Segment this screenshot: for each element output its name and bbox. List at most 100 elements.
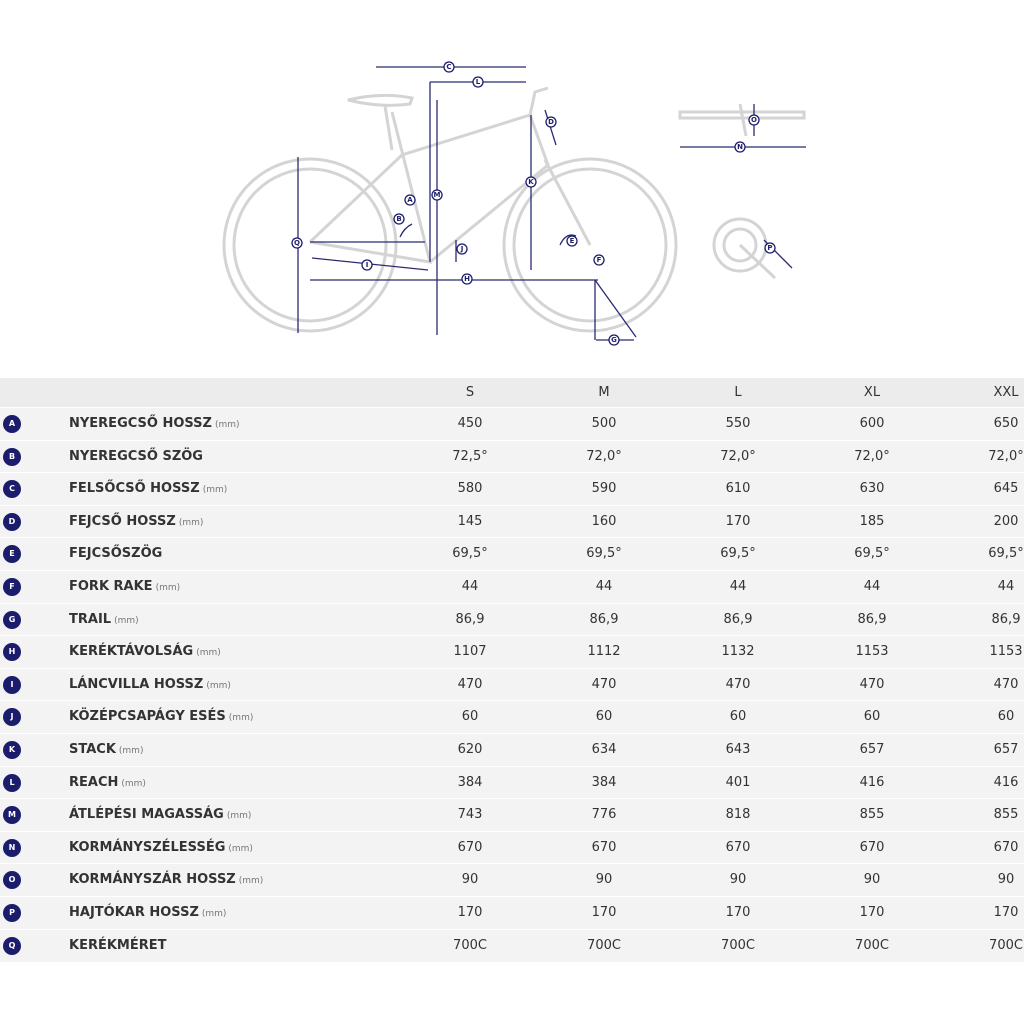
table-row: F FORK RAKE (mm) 44 44 44 44 44 — [0, 570, 1024, 603]
row-value: 1112 — [587, 644, 621, 660]
dimension-label: I — [366, 261, 369, 269]
row-unit: (mm) — [228, 713, 254, 724]
row-name-text: KERÉKTÁVOLSÁG — [69, 644, 194, 660]
row-value: 580 — [457, 481, 483, 497]
row-value: 69,5° — [452, 546, 488, 562]
row-value: 670 — [457, 839, 483, 855]
row-name: KERÉKTÁVOLSÁG (mm) — [69, 636, 221, 668]
row-value: 700C — [855, 937, 889, 953]
row-value: 185 — [859, 513, 885, 529]
table-row: H KERÉKTÁVOLSÁG (mm) 1107 1112 1132 1153 1153 — [0, 635, 1024, 668]
table-row: A NYEREGCSŐ HOSSZ (mm) 450 500 550 600 650 — [0, 407, 1024, 440]
row-value: 657 — [993, 742, 1019, 757]
row-unit: (mm) — [121, 778, 146, 789]
row-value: 670 — [725, 839, 751, 855]
dimension-label: L — [476, 78, 481, 86]
table-row: K STACK (mm) 620 634 643 657 657 — [0, 733, 1024, 766]
dimension-label: F — [597, 256, 602, 264]
row-name: FELSŐCSŐ HOSSZ (mm) — [69, 473, 227, 505]
row-value: 634 — [591, 742, 617, 757]
row-name-text: KORMÁNYSZÁR HOSSZ — [69, 872, 236, 888]
label-badge — [525, 176, 537, 188]
label-badge — [545, 116, 557, 128]
row-value: 1107 — [453, 644, 487, 660]
row-name: STACK (mm) — [69, 734, 143, 766]
dimension-label: Q — [294, 239, 300, 247]
table-row: M ÁTLÉPÉSI MAGASSÁG (mm) 743 776 818 855 855 — [0, 798, 1024, 831]
table-row: I LÁNCVILLA HOSSZ (mm) 470 470 470 470 470 — [0, 667, 1024, 701]
table-row: G TRAIL (mm) 86,9 86,9 86,9 86,9 86,9 — [0, 602, 1024, 636]
row-value: 170 — [993, 905, 1019, 920]
dimension-label: A — [407, 196, 413, 204]
row-key-badge: G — [3, 610, 21, 629]
column-header: S — [465, 385, 475, 400]
dimension-label: O — [751, 116, 757, 124]
row-value: 72,0° — [854, 448, 890, 464]
row-key-badge: B — [3, 447, 21, 466]
dimension-label: E — [570, 237, 575, 245]
row-name: REACH (mm) — [69, 767, 146, 799]
row-value: 1153 — [989, 644, 1023, 660]
row-name: HAJTÓKAR HOSSZ (mm) — [69, 897, 226, 929]
row-value: 60 — [729, 709, 747, 725]
row-name-text: TRAIL — [69, 611, 112, 627]
row-value: 700C — [989, 937, 1023, 953]
row-unit: (mm) — [226, 811, 252, 822]
row-value: 72,0° — [988, 448, 1024, 464]
row-name-text: STACK — [69, 742, 116, 757]
row-value: 855 — [859, 807, 885, 823]
row-key-badge: F — [3, 578, 21, 596]
row-value: 86,9 — [589, 611, 619, 627]
row-value: 86,9 — [857, 611, 887, 627]
row-value: 643 — [725, 742, 751, 757]
label-badge — [456, 243, 468, 255]
column-header: M — [598, 385, 610, 400]
row-value: 384 — [591, 774, 617, 790]
column-header: L — [734, 385, 742, 400]
dimension-label: G — [611, 336, 617, 344]
label-badge — [734, 141, 746, 153]
dimension-label: J — [460, 245, 464, 253]
row-key-badge: N — [3, 838, 21, 857]
row-value: 90 — [997, 872, 1015, 888]
label-badge — [461, 273, 473, 285]
row-value: 170 — [725, 905, 751, 920]
row-value: 670 — [993, 839, 1019, 855]
row-name-text: HAJTÓKAR HOSSZ — [69, 905, 199, 920]
row-unit: (mm) — [228, 843, 253, 854]
row-key-badge: K — [3, 741, 21, 759]
row-value: 170 — [859, 905, 885, 920]
row-name: ÁTLÉPÉSI MAGASSÁG (mm) — [69, 799, 251, 831]
row-name-text: FORK RAKE — [69, 579, 153, 594]
row-unit: (mm) — [201, 909, 227, 919]
row-unit: (mm) — [214, 420, 240, 430]
row-name: KORMÁNYSZÉLESSÉG (mm) — [69, 832, 253, 864]
row-key-badge: H — [3, 643, 21, 662]
row-value: 44 — [595, 579, 613, 594]
row-value: 470 — [725, 676, 751, 692]
row-key-badge: A — [3, 415, 21, 433]
geometry-diagram: C L D O N M K A B Q J E I H F G P — [222, 61, 806, 346]
label-badge — [291, 237, 303, 249]
row-value: 69,5° — [854, 546, 890, 562]
table-row: L REACH (mm) 384 384 401 416 416 — [0, 765, 1024, 799]
row-value: 743 — [457, 807, 483, 823]
row-unit: (mm) — [206, 680, 231, 691]
row-value: 69,5° — [586, 546, 622, 562]
row-value: 470 — [993, 676, 1019, 692]
dimension-labels: C L D O N M K A B Q J E I H F G P — [291, 61, 776, 346]
row-value: 384 — [457, 774, 483, 790]
row-name-text: LÁNCVILLA HOSSZ — [69, 676, 204, 692]
row-name: LÁNCVILLA HOSSZ (mm) — [69, 669, 231, 701]
row-value: 60 — [997, 709, 1015, 725]
row-name: NYEREGCSŐ SZÖG — [69, 441, 203, 473]
row-name-text: FEJCSŐSZÖG — [69, 546, 163, 562]
row-value: 700C — [453, 937, 487, 953]
row-key-badge: O — [3, 871, 21, 890]
dimension-label: D — [548, 118, 554, 126]
row-name: FEJCSŐ HOSSZ (mm) — [69, 506, 203, 538]
row-value: 72,5° — [452, 448, 488, 464]
row-name-text: NYEREGCSŐ HOSSZ — [69, 416, 212, 431]
label-badge — [748, 114, 760, 126]
